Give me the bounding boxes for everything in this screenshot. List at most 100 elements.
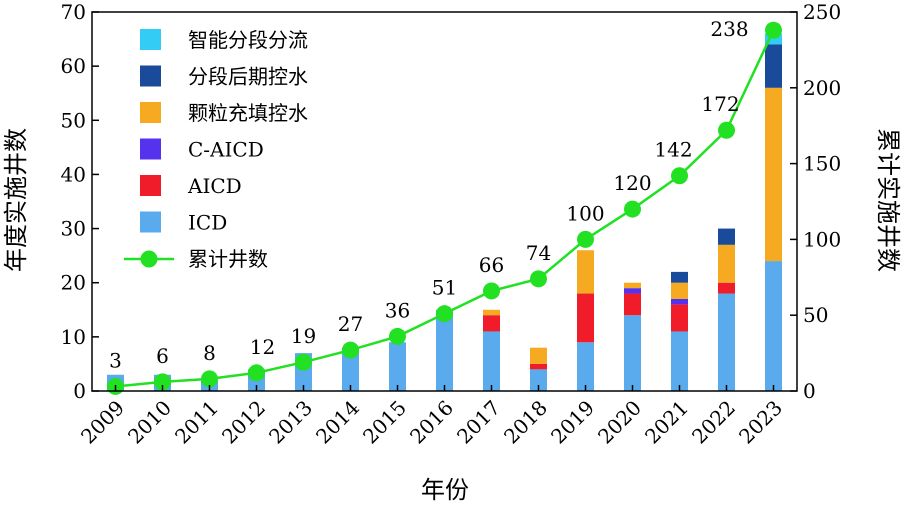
cumulative-label-2023: 238 (710, 17, 748, 41)
y2-tick-label-250: 250 (803, 0, 841, 24)
cumulative-label-2011: 8 (203, 341, 216, 365)
bar-icd-2018 (530, 369, 547, 391)
x-tick-label-2021: 2021 (640, 396, 693, 449)
bar-aicd-2022 (718, 282, 735, 294)
bar-segment-late-2022 (718, 228, 735, 245)
y-tick-label-10: 10 (61, 325, 86, 349)
y-tick-label-40: 40 (61, 162, 86, 186)
cumulative-label-2022: 172 (701, 92, 739, 116)
cumulative-point-2014 (342, 341, 359, 359)
cumulative-point-2021 (671, 167, 688, 185)
cumulative-label-2009: 3 (109, 348, 122, 372)
bar-aicd-2017 (483, 315, 500, 332)
bar-icd-2019 (577, 342, 594, 391)
x-tick-label-2017: 2017 (452, 396, 505, 449)
bar-aicd-2021 (671, 304, 688, 332)
bar-icd-2017 (483, 331, 500, 391)
y-tick-label-70: 70 (61, 0, 86, 24)
bar-icd-2021 (671, 331, 688, 391)
cumulative-label-2014: 27 (338, 312, 363, 336)
cumulative-label-2016: 51 (432, 276, 457, 300)
x-tick-label-2023: 2023 (734, 396, 787, 449)
legend-swatch-c-aicd (140, 138, 161, 160)
bar-aicd-2018 (530, 363, 547, 370)
y2-tick-label-100: 100 (803, 227, 841, 251)
legend-swatch-smart-segment (140, 29, 161, 50)
legend-label-segment-late: 分段后期控水 (188, 65, 308, 89)
bar-icd-2016 (436, 309, 453, 391)
y-tick-label-30: 30 (61, 217, 86, 241)
legend-label-gravel-pack: 颗粒充填控水 (188, 101, 308, 125)
cumulative-point-2019 (577, 230, 594, 248)
cumulative-point-2013 (295, 353, 312, 371)
cumulative-point-2010 (154, 373, 171, 391)
x-tick-label-2009: 2009 (76, 396, 129, 449)
legend-marker-cumulative (140, 250, 158, 268)
cumulative-point-2011 (201, 370, 218, 388)
y-tick-label-20: 20 (61, 271, 86, 295)
y-tick-label-60: 60 (61, 54, 86, 78)
bar-icd-2015 (389, 342, 406, 391)
cumulative-label-2017: 66 (479, 253, 504, 277)
bar-aicd-2019 (577, 293, 594, 343)
x-tick-label-2020: 2020 (593, 396, 646, 449)
cumulative-point-2016 (436, 305, 453, 323)
cumulative-point-2015 (389, 327, 406, 345)
x-tick-label-2016: 2016 (405, 396, 458, 449)
cumulative-point-2012 (248, 364, 265, 382)
legend-label-c-aicd: C-AICD (188, 138, 264, 162)
cumulative-point-2023 (765, 21, 782, 39)
cumulative-label-2018: 74 (526, 241, 551, 265)
bar-layer (107, 33, 782, 391)
x-tick-label-2019: 2019 (546, 396, 599, 449)
legend-label-icd: ICD (188, 211, 227, 235)
y-tick-label-0: 0 (73, 379, 86, 403)
legend-label-aicd: AICD (187, 174, 242, 198)
bar-icd-2020 (624, 315, 641, 391)
x-tick-label-2015: 2015 (358, 396, 411, 449)
x-tick-label-2022: 2022 (687, 396, 740, 449)
y-axis-title: 年度实施井数 (2, 128, 30, 272)
legend-label-cumulative: 累计井数 (188, 247, 268, 271)
cumulative-label-2010: 6 (156, 344, 169, 368)
y2-tick-label-0: 0 (803, 379, 816, 403)
y2-tick-label-200: 200 (803, 76, 841, 100)
legend-swatch-segment-late (140, 65, 161, 87)
x-tick-label-2012: 2012 (217, 396, 270, 449)
legend-swatch-aicd (140, 175, 161, 196)
cumulative-label-2019: 100 (566, 201, 604, 225)
y-tick-label-50: 50 (61, 108, 86, 132)
y2-tick-label-50: 50 (803, 303, 828, 327)
bar-c-aicd-2021 (671, 298, 688, 305)
x-tick-label-2010: 2010 (123, 396, 176, 449)
legend-swatch-icd (140, 211, 161, 233)
legend-label-smart-segment: 智能分段分流 (188, 28, 308, 52)
x-tick-label-2011: 2011 (170, 396, 223, 449)
bar-segment-late-2023 (765, 44, 782, 88)
cumulative-point-2022 (718, 121, 735, 139)
x-tick-label-2014: 2014 (311, 396, 364, 449)
cumulative-label-2021: 142 (654, 138, 692, 162)
x-tick-label-2018: 2018 (499, 396, 552, 449)
bar-c-aicd-2020 (624, 288, 641, 294)
y2-axis-title: 累计实施井数 (874, 128, 902, 272)
x-axis-title: 年份 (421, 476, 469, 504)
bar-icd-2023 (765, 261, 782, 391)
cumulative-point-2017 (483, 282, 500, 300)
bar-segment-late-2021 (671, 271, 688, 283)
bar-gravel-pack-2017 (483, 309, 500, 316)
cumulative-label-2012: 12 (250, 335, 275, 359)
cumulative-label-2020: 120 (613, 171, 651, 195)
bar-gravel-pack-2023 (765, 87, 782, 262)
cumulative-point-2018 (530, 270, 547, 288)
cumulative-label-2015: 36 (385, 298, 410, 322)
bar-smart-segment-2023 (765, 33, 782, 45)
x-tick-label-2013: 2013 (264, 396, 317, 449)
cumulative-point-2020 (624, 200, 641, 218)
legend-swatch-gravel-pack (140, 102, 161, 123)
bar-aicd-2020 (624, 293, 641, 316)
bar-gravel-pack-2021 (671, 282, 688, 299)
bar-gravel-pack-2020 (624, 282, 641, 289)
